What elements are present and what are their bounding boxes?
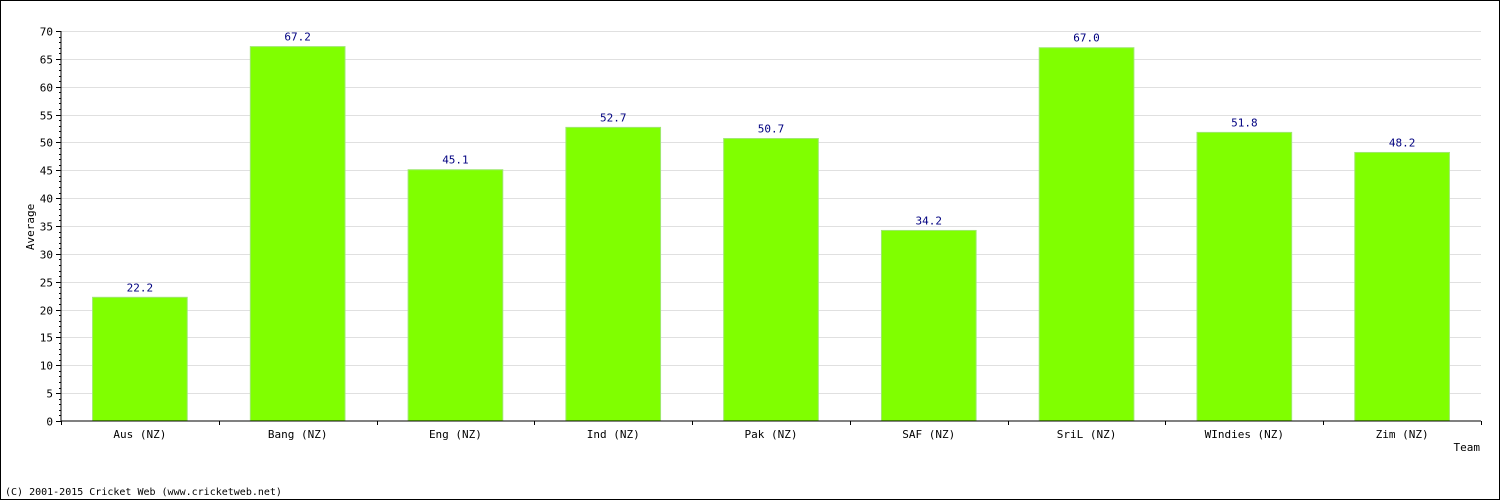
y-tick-label: 30 <box>40 249 53 262</box>
bar <box>723 138 819 422</box>
bar-value-label: 52.7 <box>600 111 627 124</box>
bar-value-label: 45.1 <box>442 154 469 167</box>
y-tick-label: 65 <box>40 54 53 67</box>
bar <box>1038 47 1135 422</box>
y-tick-label: 20 <box>40 305 53 318</box>
y-tick-label: 25 <box>40 277 53 290</box>
x-category-label: SAF (NZ) <box>902 428 955 441</box>
x-category-label: Eng (NZ) <box>429 428 482 441</box>
bar-value-label: 22.2 <box>127 281 154 294</box>
bar <box>407 169 504 422</box>
axes <box>56 31 1482 425</box>
y-axis-title: Average <box>24 204 37 250</box>
bar-value-label: 51.8 <box>1231 116 1258 129</box>
bars <box>92 46 1450 422</box>
y-tick-label: 70 <box>40 26 53 39</box>
x-category-label: Ind (NZ) <box>587 428 640 441</box>
y-tick-label: 35 <box>40 221 53 234</box>
x-category-label: SriL (NZ) <box>1057 428 1117 441</box>
bar <box>1196 131 1293 422</box>
bar-value-label: 50.7 <box>758 123 785 136</box>
x-category-label: WIndies (NZ) <box>1205 428 1284 441</box>
y-tick-label: 55 <box>40 110 53 123</box>
bar <box>1354 151 1450 422</box>
y-tick-label: 40 <box>40 193 53 206</box>
bar-value-label: 48.2 <box>1389 136 1416 149</box>
copyright-footer: (C) 2001-2015 Cricket Web (www.cricketwe… <box>5 487 282 498</box>
x-category-label: Aus (NZ) <box>113 428 166 441</box>
bar <box>880 229 977 422</box>
bar <box>565 126 662 422</box>
x-category-label: Zim (NZ) <box>1376 428 1429 441</box>
bar <box>249 46 346 422</box>
x-axis-title: Team <box>1454 441 1481 454</box>
y-tick-label: 15 <box>40 332 53 345</box>
bar-value-label: 67.0 <box>1073 32 1100 45</box>
y-tick-label: 50 <box>40 137 53 150</box>
bar <box>92 296 188 422</box>
y-tick-label: 5 <box>46 388 53 401</box>
labels: 0 5 10 15 20 25 30 35 40 45 50 55 60 65 70 22.2 Aus (NZ)… <box>40 26 1429 442</box>
y-tick-label: 60 <box>40 82 53 95</box>
y-tick-label: 45 <box>40 165 53 178</box>
x-category-label: Bang (NZ) <box>268 428 328 441</box>
y-tick-label: 0 <box>46 416 53 429</box>
bar-value-label: 67.2 <box>284 31 311 44</box>
x-category-label: Pak (NZ) <box>745 428 798 441</box>
bar-value-label: 34.2 <box>916 214 943 227</box>
y-tick-label: 10 <box>40 360 53 373</box>
